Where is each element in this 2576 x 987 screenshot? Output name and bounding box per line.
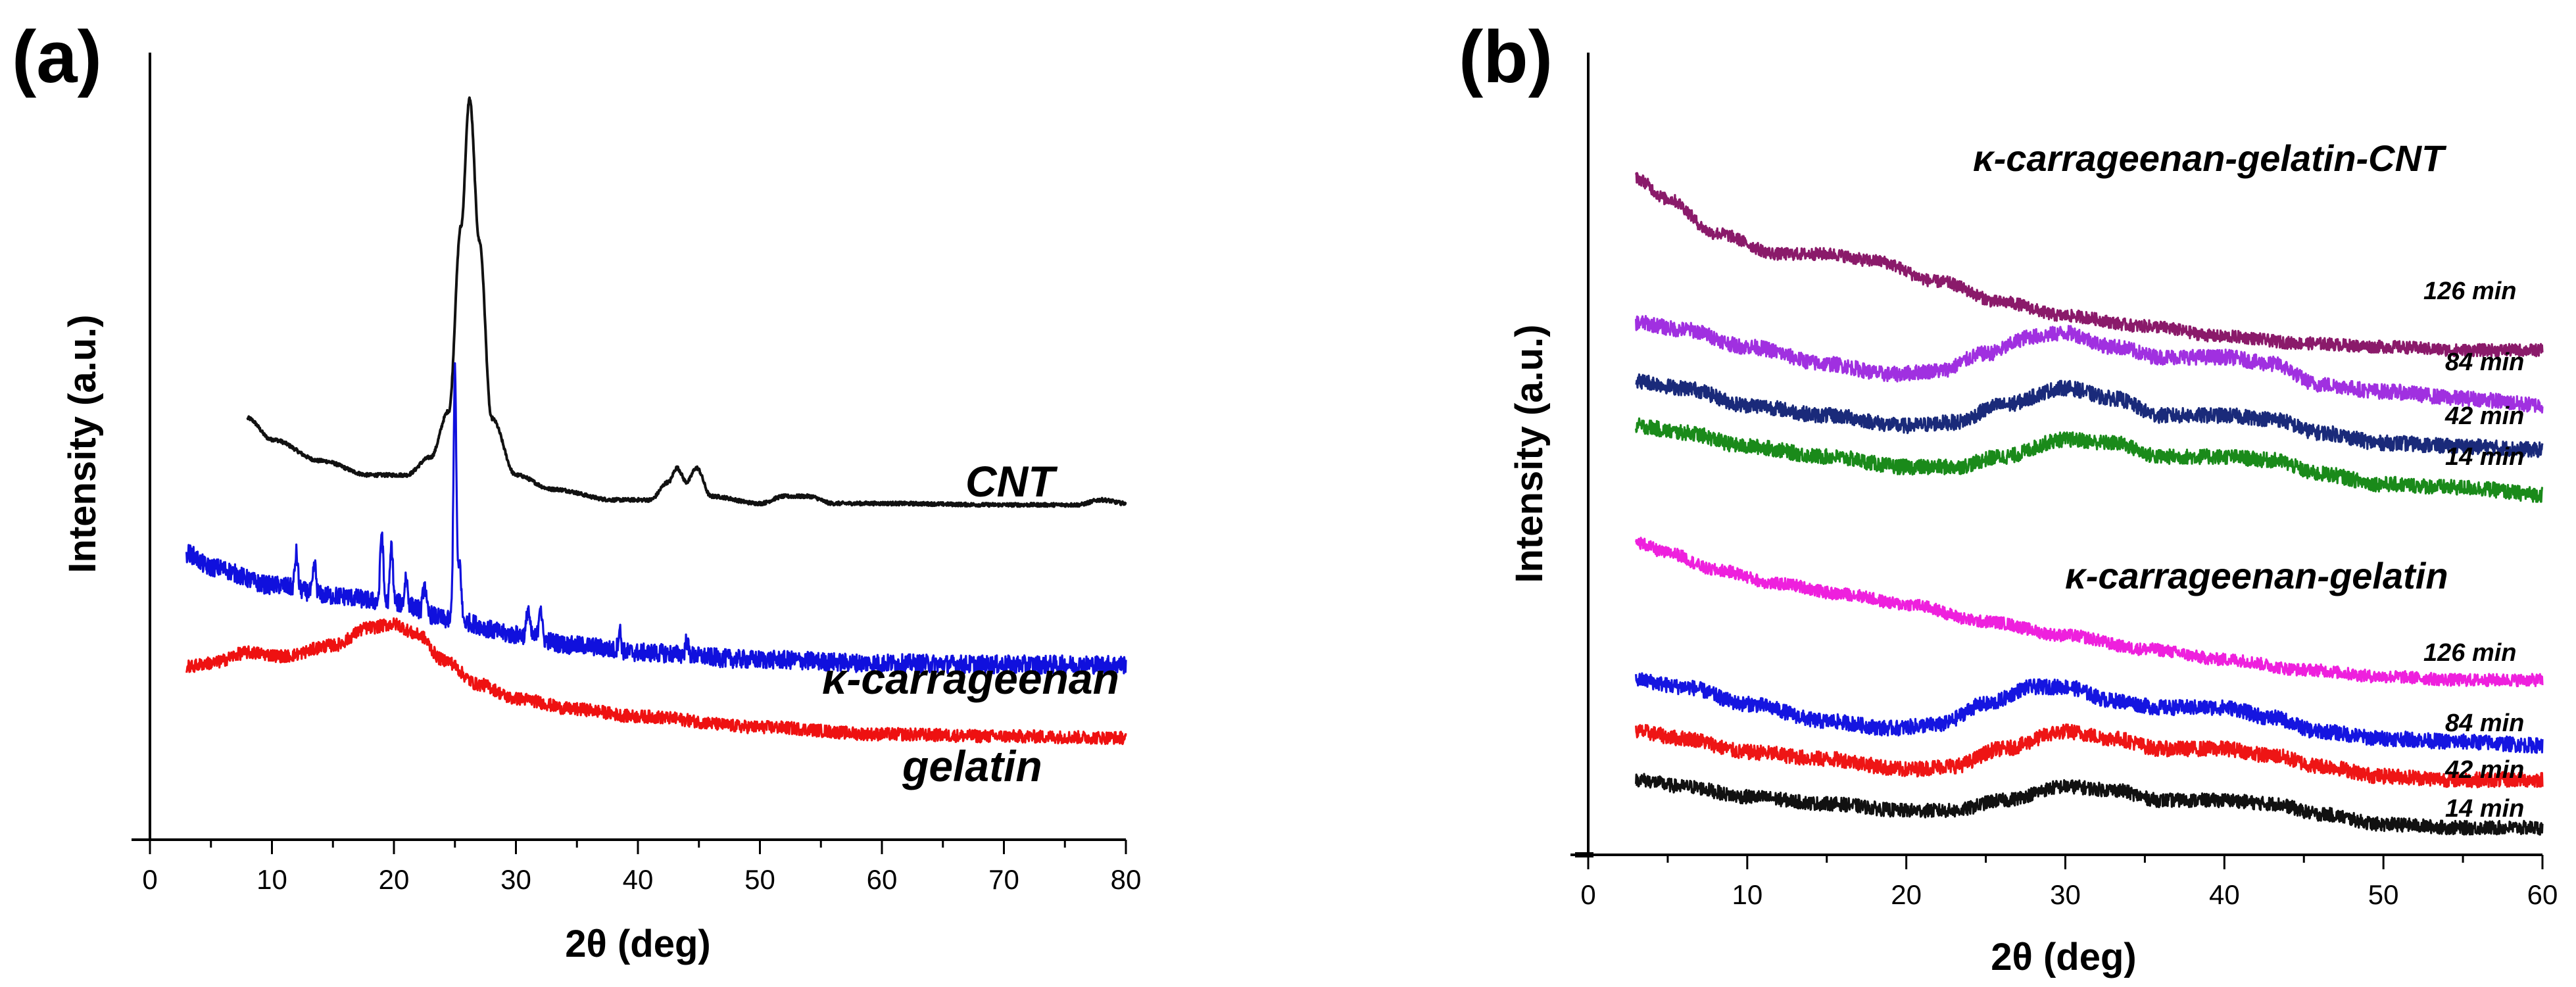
- panel-a-y-axis-title: Intensity (a.u.): [61, 314, 104, 573]
- series-line-b-4: [1635, 537, 2544, 688]
- panel-a-series: [185, 96, 1127, 746]
- x-tick-label-a-40: 40: [623, 864, 654, 895]
- label-time-126-cnt: 126 min: [2423, 277, 2517, 305]
- series-line-b-7: [1635, 773, 2544, 836]
- label-time-126-gel: 126 min: [2423, 639, 2517, 667]
- series-line-b-2: [1635, 373, 2544, 458]
- x-tick-label-a-70: 70: [988, 864, 1019, 895]
- series-line-b-6: [1635, 723, 2544, 788]
- panel-a-x-ticks: 0 10 20 30 40 50 60 70 80: [142, 840, 1141, 895]
- x-tick-label-b-40: 40: [2209, 879, 2240, 910]
- x-tick-label-a-60: 60: [867, 864, 898, 895]
- label-group-gelatin: κ-carrageenan-gelatin: [2065, 555, 2448, 596]
- panel-b: (b) 0 10 20 30 40 50 60 2θ (deg) Intensity (a.…: [1459, 16, 2558, 978]
- panel-a: (a) 0 10 20 30 40 50 60 70 80 2θ (deg) Intensity…: [12, 16, 1141, 965]
- x-tick-label-a-80: 80: [1111, 864, 1142, 895]
- label-kappa-carrageenan: κ-carrageenan: [822, 654, 1119, 703]
- x-tick-label-a-0: 0: [142, 864, 157, 895]
- series-line-a-0: [246, 96, 1127, 508]
- x-tick-label-b-0: 0: [1580, 879, 1595, 910]
- x-tick-label-a-20: 20: [379, 864, 410, 895]
- x-tick-label-b-30: 30: [2050, 879, 2081, 910]
- panel-b-x-axis-title: 2θ (deg): [1991, 936, 2136, 978]
- panel-label-b: (b): [1459, 16, 1553, 98]
- panel-b-series: [1635, 172, 2544, 836]
- label-time-42-gel: 42 min: [2444, 756, 2524, 784]
- panel-label-a: (a): [12, 16, 102, 98]
- label-time-84-cnt: 84 min: [2445, 349, 2524, 376]
- x-tick-label-b-20: 20: [1891, 879, 1922, 910]
- series-line-b-3: [1635, 417, 2544, 503]
- series-line-b-1: [1635, 315, 2544, 414]
- series-line-b-0: [1635, 172, 2544, 358]
- x-tick-label-b-10: 10: [1732, 879, 1762, 910]
- series-line-b-5: [1635, 672, 2544, 754]
- label-time-42-cnt: 42 min: [2444, 402, 2524, 430]
- x-tick-label-a-10: 10: [256, 864, 287, 895]
- series-line-a-1: [185, 362, 1127, 675]
- label-time-14-gel: 14 min: [2445, 795, 2524, 823]
- panel-a-x-axis-title: 2θ (deg): [565, 923, 710, 965]
- x-tick-label-b-50: 50: [2368, 879, 2399, 910]
- panel-b-y-axis-title: Intensity (a.u.): [1508, 324, 1551, 583]
- x-tick-label-a-50: 50: [744, 864, 775, 895]
- panel-b-origin-marker: [1575, 852, 1593, 857]
- label-time-14-cnt: 14 min: [2445, 443, 2524, 471]
- panel-b-x-ticks: 0 10 20 30 40 50 60: [1580, 855, 2558, 910]
- label-cnt: CNT: [965, 457, 1057, 506]
- label-group-cnt: κ-carrageenan-gelatin-CNT: [1973, 137, 2447, 179]
- series-line-a-2: [185, 617, 1127, 746]
- x-tick-label-a-30: 30: [500, 864, 531, 895]
- label-gelatin: gelatin: [902, 742, 1042, 790]
- label-time-84-gel: 84 min: [2445, 710, 2524, 737]
- x-tick-label-b-60: 60: [2527, 879, 2558, 910]
